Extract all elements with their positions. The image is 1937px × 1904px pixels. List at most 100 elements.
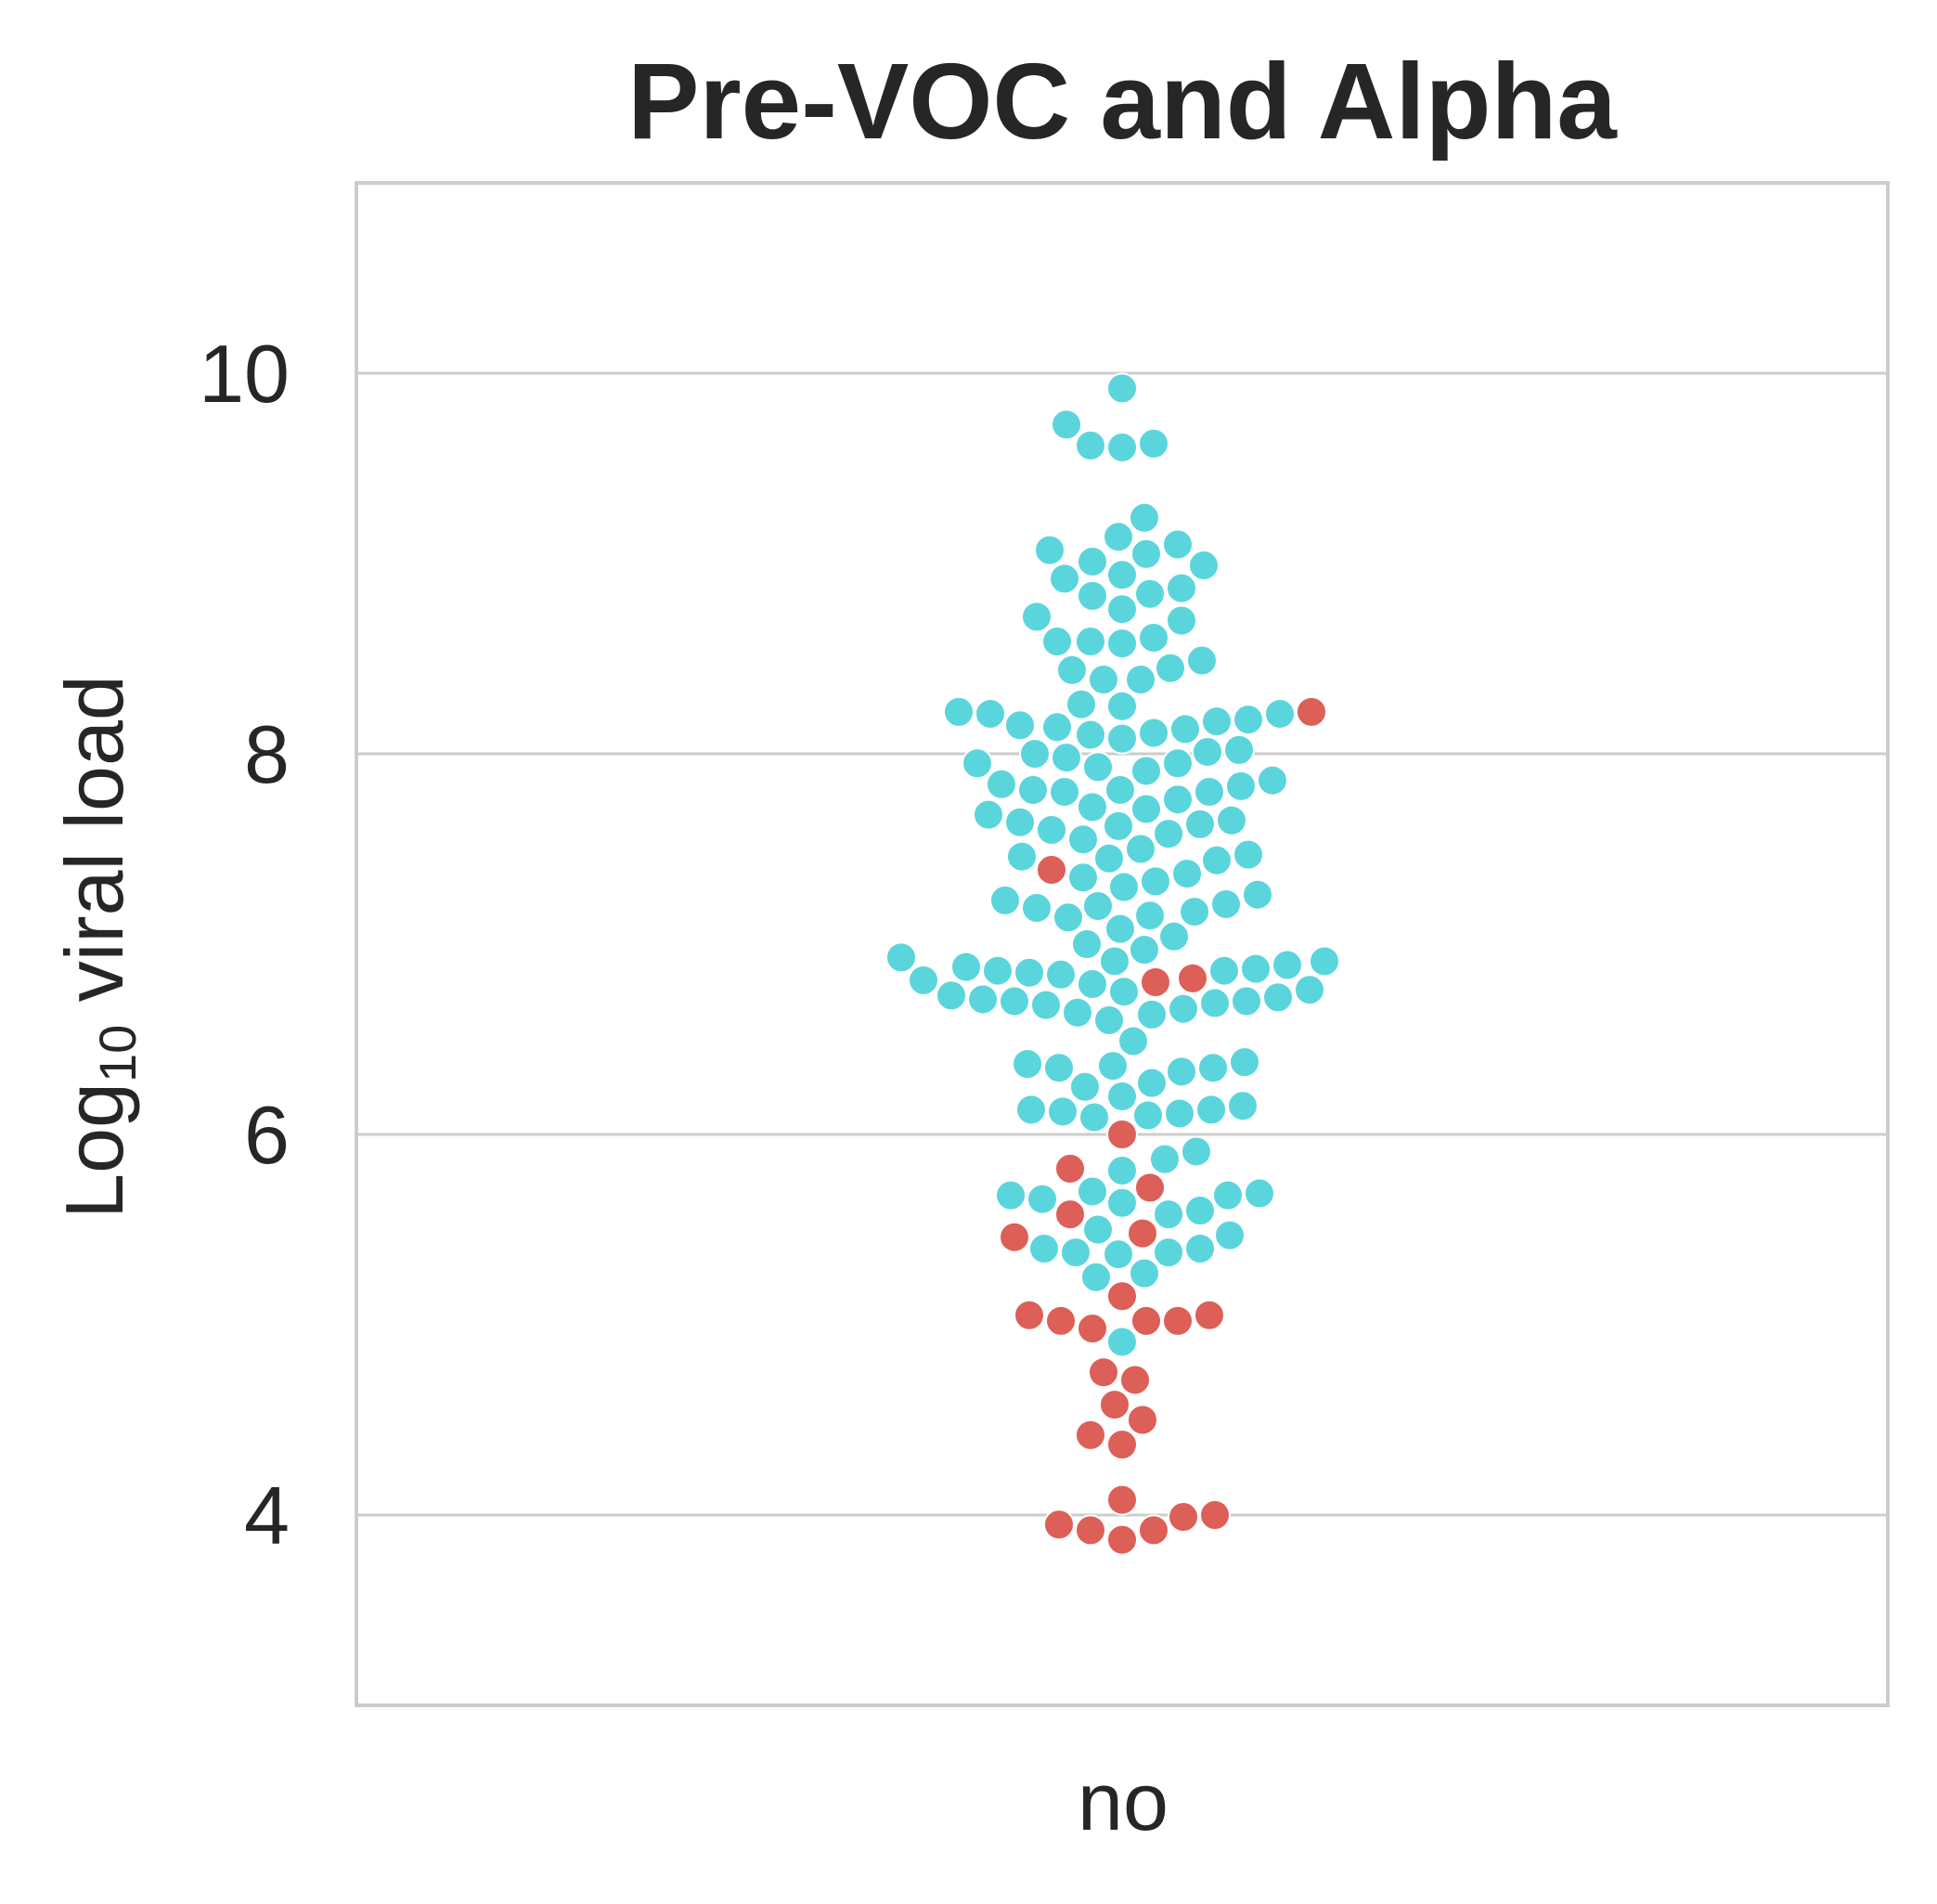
data-point <box>1129 934 1160 966</box>
data-point <box>1103 521 1134 553</box>
data-point <box>1034 534 1065 566</box>
data-point <box>936 979 967 1012</box>
data-point <box>1075 626 1106 658</box>
data-point <box>1309 945 1340 978</box>
data-point <box>1212 1179 1244 1211</box>
data-point <box>1021 601 1052 633</box>
plot-frame <box>355 181 1890 1707</box>
data-point <box>1106 1081 1138 1112</box>
data-point <box>1106 690 1138 722</box>
data-point <box>1028 1233 1060 1264</box>
data-point <box>885 941 917 974</box>
y-tick-label: 10 <box>199 328 290 420</box>
data-point <box>1177 962 1208 994</box>
data-point <box>1045 1304 1077 1337</box>
data-point <box>1030 989 1062 1021</box>
data-point <box>975 697 1006 730</box>
data-point <box>1099 945 1130 978</box>
data-point <box>986 768 1017 800</box>
data-point <box>1134 900 1166 932</box>
data-point <box>1194 1299 1225 1331</box>
data-point <box>1119 1364 1151 1396</box>
data-point <box>973 798 1004 831</box>
data-point <box>1184 1195 1216 1226</box>
data-point <box>1149 1143 1181 1175</box>
y-axis-label-suffix: viral load <box>48 675 140 1025</box>
data-point <box>1106 1429 1138 1461</box>
data-point <box>1106 722 1138 755</box>
data-point <box>1056 654 1088 686</box>
data-point <box>1093 842 1125 874</box>
y-tick-label: 4 <box>244 1470 290 1561</box>
data-point <box>1077 1175 1108 1208</box>
data-point <box>1127 1404 1158 1436</box>
data-point <box>1168 992 1199 1025</box>
data-point <box>1166 572 1197 604</box>
data-point <box>1062 996 1093 1029</box>
data-point <box>1136 998 1168 1030</box>
data-point <box>1065 688 1097 720</box>
data-point <box>1045 958 1077 991</box>
data-point <box>1015 1094 1047 1126</box>
data-point <box>1162 784 1194 816</box>
data-point <box>1166 604 1197 637</box>
data-point <box>1077 545 1108 577</box>
data-point <box>1080 1261 1112 1293</box>
data-point <box>1240 952 1272 985</box>
data-point <box>1106 372 1138 405</box>
data-point <box>1071 928 1103 960</box>
data-point <box>1138 1514 1169 1547</box>
data-point <box>1069 1070 1101 1103</box>
data-point <box>1195 1094 1227 1126</box>
data-point <box>1242 878 1273 911</box>
data-point <box>1130 793 1162 825</box>
data-point <box>1138 427 1169 460</box>
data-point <box>1223 733 1255 766</box>
data-point <box>1106 628 1138 660</box>
data-point <box>1164 1097 1195 1130</box>
data-point <box>1082 1213 1114 1246</box>
data-point <box>1186 644 1218 677</box>
data-point <box>1049 563 1080 595</box>
data-point <box>1233 704 1264 736</box>
data-point <box>1077 968 1108 1001</box>
data-point <box>1106 1119 1138 1150</box>
data-point <box>1168 1501 1199 1534</box>
data-point <box>1136 1067 1168 1099</box>
y-tick-labels: 4 6 8 10 <box>199 328 290 1561</box>
data-point <box>1129 501 1160 534</box>
data-point <box>1129 1257 1160 1289</box>
data-point <box>1140 865 1171 898</box>
data-point <box>1108 976 1140 1008</box>
data-point <box>1075 719 1106 751</box>
data-point <box>1125 833 1156 865</box>
data-point <box>1075 429 1106 461</box>
data-point <box>1140 966 1171 998</box>
data-point <box>1132 1099 1164 1132</box>
data-point <box>1166 1056 1197 1088</box>
data-point <box>1106 1483 1138 1516</box>
data-point <box>995 1179 1027 1211</box>
data-point <box>1004 806 1036 838</box>
data-point <box>1162 1304 1194 1337</box>
data-point <box>1067 823 1099 856</box>
data-point <box>1134 1172 1166 1204</box>
data-point <box>1017 773 1049 806</box>
data-point <box>1216 804 1247 836</box>
data-point <box>1103 1238 1134 1271</box>
data-point <box>1233 838 1264 871</box>
data-point <box>1296 695 1327 728</box>
data-point <box>1231 985 1262 1017</box>
data-point <box>1060 1237 1091 1269</box>
data-point <box>1225 770 1257 802</box>
data-point <box>1104 913 1136 945</box>
data-point <box>1117 1025 1149 1057</box>
data-point <box>1078 1101 1110 1133</box>
data-point <box>1153 1237 1184 1269</box>
data-point <box>1184 808 1216 840</box>
data-point <box>967 983 999 1016</box>
data-point <box>1047 1095 1078 1128</box>
data-points <box>885 372 1340 1556</box>
data-point <box>1201 844 1233 876</box>
